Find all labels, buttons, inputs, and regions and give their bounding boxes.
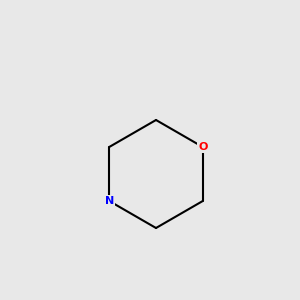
Text: O: O <box>198 142 208 152</box>
Text: N: N <box>105 196 114 206</box>
